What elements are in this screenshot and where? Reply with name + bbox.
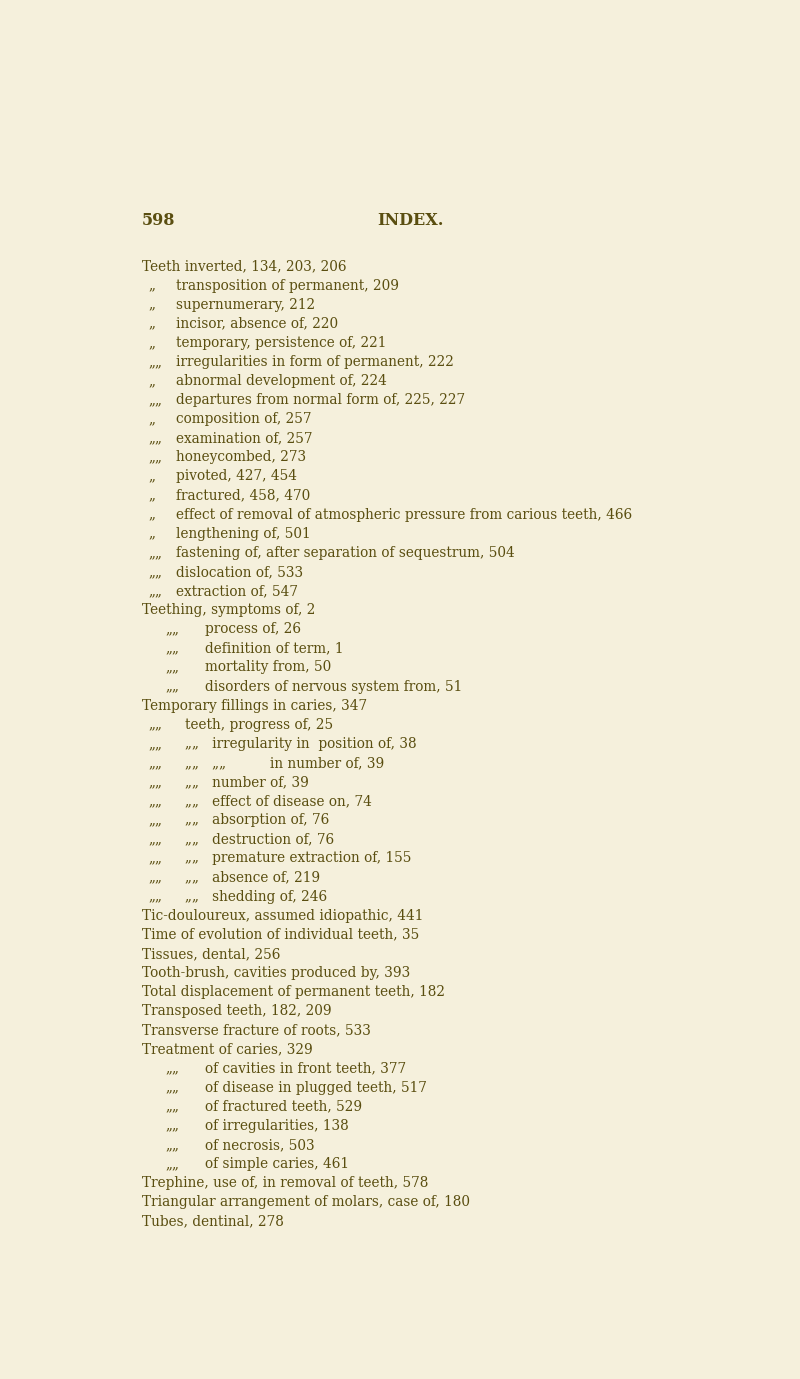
Text: „„: „„ <box>165 1081 179 1095</box>
Text: „„: „„ <box>165 1099 179 1114</box>
Text: temporary, persistence of, 221: temporary, persistence of, 221 <box>176 336 386 350</box>
Text: disorders of nervous system from, 51: disorders of nervous system from, 51 <box>206 680 462 694</box>
Text: „„: „„ <box>165 641 179 655</box>
Text: Tic-douloureux, assumed idiopathic, 441: Tic-douloureux, assumed idiopathic, 441 <box>142 909 423 923</box>
Text: teeth, progress of, 25: teeth, progress of, 25 <box>186 717 334 732</box>
Text: transposition of permanent, 209: transposition of permanent, 209 <box>176 279 399 292</box>
Text: of necrosis, 503: of necrosis, 503 <box>206 1138 315 1151</box>
Text: „: „ <box>148 298 155 312</box>
Text: process of, 26: process of, 26 <box>206 622 302 636</box>
Text: departures from normal form of, 225, 227: departures from normal form of, 225, 227 <box>176 393 465 407</box>
Text: „: „ <box>148 336 155 350</box>
Text: abnormal development of, 224: abnormal development of, 224 <box>176 374 387 387</box>
Text: „„: „„ <box>165 1118 179 1132</box>
Text: „„: „„ <box>148 870 162 884</box>
Text: Treatment of caries, 329: Treatment of caries, 329 <box>142 1043 313 1056</box>
Text: Tubes, dentinal, 278: Tubes, dentinal, 278 <box>142 1215 284 1229</box>
Text: „: „ <box>148 374 155 387</box>
Text: INDEX.: INDEX. <box>377 212 443 229</box>
Text: „„: „„ <box>165 680 179 694</box>
Text: extraction of, 547: extraction of, 547 <box>176 585 298 598</box>
Text: „„   absorption of, 76: „„ absorption of, 76 <box>186 814 330 827</box>
Text: „„: „„ <box>165 1138 179 1151</box>
Text: dislocation of, 533: dislocation of, 533 <box>176 565 303 579</box>
Text: Teething, symptoms of, 2: Teething, symptoms of, 2 <box>142 603 315 618</box>
Text: „„: „„ <box>148 585 162 598</box>
Text: „„: „„ <box>148 775 162 789</box>
Text: „„: „„ <box>148 546 162 560</box>
Text: Teeth inverted, 134, 203, 206: Teeth inverted, 134, 203, 206 <box>142 259 346 273</box>
Text: „: „ <box>148 412 155 426</box>
Text: of fractured teeth, 529: of fractured teeth, 529 <box>206 1099 362 1114</box>
Text: „: „ <box>148 488 155 502</box>
Text: „„   absence of, 219: „„ absence of, 219 <box>186 870 320 884</box>
Text: „: „ <box>148 527 155 541</box>
Text: fractured, 458, 470: fractured, 458, 470 <box>176 488 310 502</box>
Text: Transverse fracture of roots, 533: Transverse fracture of roots, 533 <box>142 1023 370 1037</box>
Text: „„: „„ <box>148 717 162 732</box>
Text: „„: „„ <box>148 833 162 847</box>
Text: incisor, absence of, 220: incisor, absence of, 220 <box>176 317 338 331</box>
Text: mortality from, 50: mortality from, 50 <box>206 661 332 674</box>
Text: definition of term, 1: definition of term, 1 <box>206 641 344 655</box>
Text: „„   premature extraction of, 155: „„ premature extraction of, 155 <box>186 851 412 866</box>
Text: „„   shedding of, 246: „„ shedding of, 246 <box>186 889 327 903</box>
Text: „„: „„ <box>148 889 162 903</box>
Text: examination of, 257: examination of, 257 <box>176 432 313 445</box>
Text: „„: „„ <box>148 565 162 579</box>
Text: „„: „„ <box>165 622 179 636</box>
Text: pivoted, 427, 454: pivoted, 427, 454 <box>176 469 297 484</box>
Text: „„: „„ <box>148 432 162 445</box>
Text: „„: „„ <box>148 451 162 465</box>
Text: „„   irregularity in  position of, 38: „„ irregularity in position of, 38 <box>186 736 417 750</box>
Text: of simple caries, 461: of simple caries, 461 <box>206 1157 350 1171</box>
Text: supernumerary, 212: supernumerary, 212 <box>176 298 315 312</box>
Text: „„   „„          in number of, 39: „„ „„ in number of, 39 <box>186 756 385 769</box>
Text: fastening of, after separation of sequestrum, 504: fastening of, after separation of seques… <box>176 546 514 560</box>
Text: of disease in plugged teeth, 517: of disease in plugged teeth, 517 <box>206 1081 427 1095</box>
Text: Triangular arrangement of molars, case of, 180: Triangular arrangement of molars, case o… <box>142 1196 470 1209</box>
Text: honeycombed, 273: honeycombed, 273 <box>176 451 306 465</box>
Text: lengthening of, 501: lengthening of, 501 <box>176 527 310 541</box>
Text: „: „ <box>148 469 155 484</box>
Text: „„   destruction of, 76: „„ destruction of, 76 <box>186 833 334 847</box>
Text: „„: „„ <box>148 354 162 370</box>
Text: Tooth-brush, cavities produced by, 393: Tooth-brush, cavities produced by, 393 <box>142 965 410 980</box>
Text: 598: 598 <box>142 212 175 229</box>
Text: „„: „„ <box>148 794 162 808</box>
Text: „„: „„ <box>148 756 162 769</box>
Text: „„   effect of disease on, 74: „„ effect of disease on, 74 <box>186 794 372 808</box>
Text: of cavities in front teeth, 377: of cavities in front teeth, 377 <box>206 1062 406 1076</box>
Text: Trephine, use of, in removal of teeth, 578: Trephine, use of, in removal of teeth, 5… <box>142 1176 428 1190</box>
Text: „„: „„ <box>148 736 162 750</box>
Text: „„: „„ <box>148 814 162 827</box>
Text: Time of evolution of individual teeth, 35: Time of evolution of individual teeth, 3… <box>142 928 419 942</box>
Text: Tissues, dental, 256: Tissues, dental, 256 <box>142 947 280 961</box>
Text: irregularities in form of permanent, 222: irregularities in form of permanent, 222 <box>176 354 454 370</box>
Text: „: „ <box>148 317 155 331</box>
Text: Total displacement of permanent teeth, 182: Total displacement of permanent teeth, 1… <box>142 985 445 998</box>
Text: „„: „„ <box>148 393 162 407</box>
Text: „: „ <box>148 279 155 292</box>
Text: „: „ <box>148 507 155 521</box>
Text: „„: „„ <box>165 1062 179 1076</box>
Text: „„: „„ <box>148 851 162 866</box>
Text: Temporary fillings in caries, 347: Temporary fillings in caries, 347 <box>142 699 367 713</box>
Text: „„   number of, 39: „„ number of, 39 <box>186 775 309 789</box>
Text: Transposed teeth, 182, 209: Transposed teeth, 182, 209 <box>142 1004 331 1018</box>
Text: of irregularities, 138: of irregularities, 138 <box>206 1118 349 1132</box>
Text: composition of, 257: composition of, 257 <box>176 412 311 426</box>
Text: „„: „„ <box>165 1157 179 1171</box>
Text: effect of removal of atmospheric pressure from carious teeth, 466: effect of removal of atmospheric pressur… <box>176 507 632 521</box>
Text: „„: „„ <box>165 661 179 674</box>
